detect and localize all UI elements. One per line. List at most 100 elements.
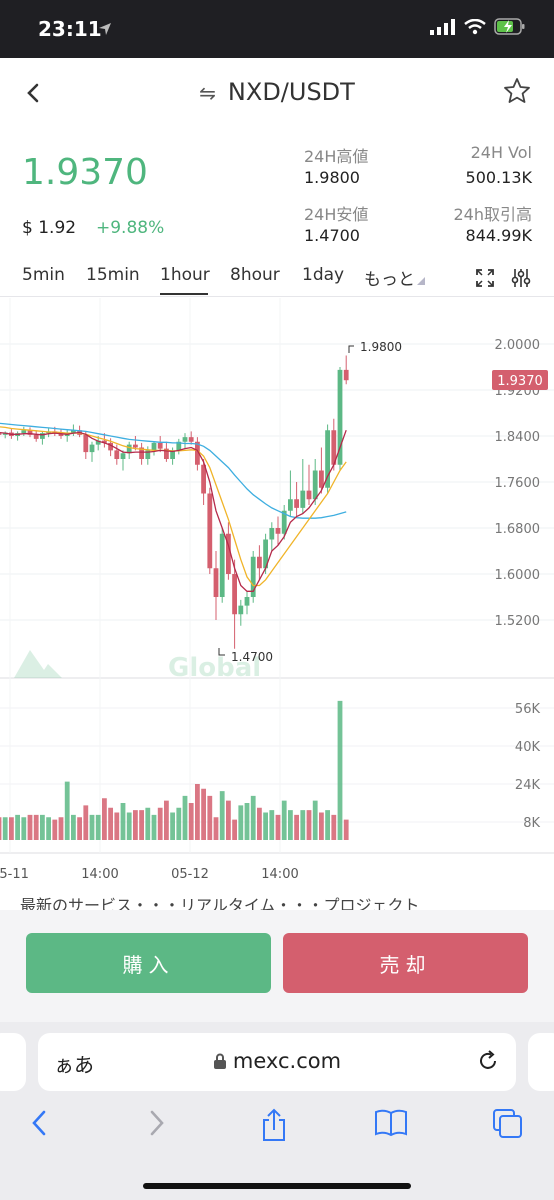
volume-bar xyxy=(40,814,45,840)
tab-more[interactable]: もっと xyxy=(364,265,425,290)
candle-body xyxy=(170,450,175,459)
volume-bar xyxy=(120,803,126,840)
candle-body xyxy=(182,437,188,442)
nav-header: ⇋ NXD/USDT xyxy=(0,58,554,128)
candle-body xyxy=(337,369,343,465)
low-marker-arrow xyxy=(218,648,225,656)
candle-body xyxy=(188,437,194,442)
tab-5min[interactable]: 5min xyxy=(22,265,65,285)
volume-bar xyxy=(343,819,349,840)
sell-button[interactable]: 売却 xyxy=(283,933,528,993)
volume-bar xyxy=(102,798,107,840)
volume-bar xyxy=(170,812,175,840)
candle-body xyxy=(151,442,157,451)
candle-body xyxy=(331,430,337,465)
volume-bar xyxy=(275,814,281,840)
candle-body xyxy=(27,430,33,435)
browser-toolbar: ぁあ mexc.com xyxy=(0,1022,554,1200)
browser-back-icon[interactable] xyxy=(28,1108,50,1138)
price-chart[interactable]: Global 2.0000 1.9200 1.8400 1.7600 1.6800 1.6… xyxy=(0,298,554,888)
volume-value: 500.13K xyxy=(465,168,532,187)
status-time: 23:11 xyxy=(38,17,102,41)
candle-body xyxy=(164,448,169,459)
volume-bar xyxy=(213,817,219,840)
swap-pair-icon: ⇋ xyxy=(199,81,216,105)
volume-bar xyxy=(226,800,231,840)
price-axis: 2.00001.92001.84001.76001.68001.60001.52… xyxy=(495,338,541,629)
volume-tick-label: 24K xyxy=(515,778,541,793)
tab-15min[interactable]: 15min xyxy=(86,265,140,285)
volume-bar xyxy=(325,810,330,840)
volume-bar xyxy=(182,795,188,840)
candlestick-chart-svg[interactable]: Global 2.00001.92001.84001.76001.68001.6… xyxy=(0,298,554,888)
candle-body xyxy=(281,510,287,534)
candle-body xyxy=(83,434,89,453)
volume-bar xyxy=(294,814,299,840)
reader-aa-button[interactable]: ぁあ xyxy=(54,1053,94,1077)
candle-body xyxy=(201,464,206,494)
share-icon[interactable] xyxy=(260,1108,288,1142)
candle-body xyxy=(120,453,126,459)
candle-body xyxy=(213,568,219,597)
current-price-tag-bg xyxy=(492,370,548,390)
tab-8hour[interactable]: 8hour xyxy=(230,265,280,285)
url-display[interactable]: mexc.com xyxy=(38,1049,516,1073)
indicator-settings-icon[interactable] xyxy=(510,267,532,289)
volume-bar xyxy=(89,814,95,840)
interval-tabs: 5min 15min 1hour 8hour 1day もっと xyxy=(0,253,554,297)
candle-body xyxy=(325,430,330,488)
volume-bar xyxy=(21,817,27,840)
volume-tick-label: 8K xyxy=(523,816,540,831)
volume-bar xyxy=(232,819,237,840)
candle-body xyxy=(114,450,120,459)
browser-forward-icon[interactable] xyxy=(146,1108,168,1138)
back-button[interactable] xyxy=(18,78,48,108)
favorite-star-icon[interactable] xyxy=(502,76,532,106)
volume-bar xyxy=(33,814,39,840)
candle-body xyxy=(58,433,64,436)
volume-bar xyxy=(164,800,169,840)
turnover-value: 844.99K xyxy=(465,226,532,245)
volume-bar xyxy=(9,817,14,840)
price-tick-label: 1.5200 xyxy=(495,614,541,629)
candle-body xyxy=(306,490,312,500)
volume-bar xyxy=(77,817,82,840)
volume-tick-label: 40K xyxy=(515,740,541,755)
high-value: 1.9800 xyxy=(304,168,360,187)
reload-icon[interactable] xyxy=(476,1049,500,1073)
volume-bar xyxy=(288,810,293,840)
volume-bars xyxy=(0,700,349,840)
volume-bar xyxy=(126,812,132,840)
tab-1day[interactable]: 1day xyxy=(302,265,345,285)
candle-body xyxy=(207,493,213,569)
candle-body xyxy=(133,444,138,448)
scrolled-info-strip: 最新のサービス・・・リアルタイム・・・プロジェクト xyxy=(0,888,554,910)
previous-tab-pill[interactable] xyxy=(0,1033,26,1091)
time-axis: 05-11 14:00 05-12 14:00 xyxy=(0,867,299,882)
time-tick-label: 05-12 xyxy=(171,867,209,882)
pair-title[interactable]: ⇋ NXD/USDT xyxy=(0,78,554,106)
candle-body xyxy=(108,442,113,451)
candle-body xyxy=(71,430,76,433)
candle-body xyxy=(312,470,318,500)
fullscreen-icon[interactable] xyxy=(474,267,496,289)
candle-body xyxy=(319,470,324,488)
volume-bar xyxy=(15,814,20,840)
next-tab-pill[interactable] xyxy=(528,1033,554,1091)
candle-body xyxy=(294,499,299,508)
wifi-icon xyxy=(464,18,486,34)
home-indicator xyxy=(143,1183,411,1189)
candle-body xyxy=(275,528,281,534)
candle-body xyxy=(102,440,107,443)
time-tick-label: 14:00 xyxy=(81,867,118,882)
candle-body xyxy=(195,441,200,465)
volume-bar xyxy=(244,803,250,840)
time-tick-label: 14:00 xyxy=(261,867,298,882)
battery-charging-icon xyxy=(494,18,525,35)
tabs-icon[interactable] xyxy=(492,1108,524,1140)
buy-button[interactable]: 購入 xyxy=(26,933,271,993)
address-bar[interactable]: ぁあ mexc.com xyxy=(38,1033,516,1091)
tab-1hour[interactable]: 1hour xyxy=(160,265,210,285)
bookmarks-icon[interactable] xyxy=(374,1108,408,1138)
volume-bar xyxy=(95,814,101,840)
